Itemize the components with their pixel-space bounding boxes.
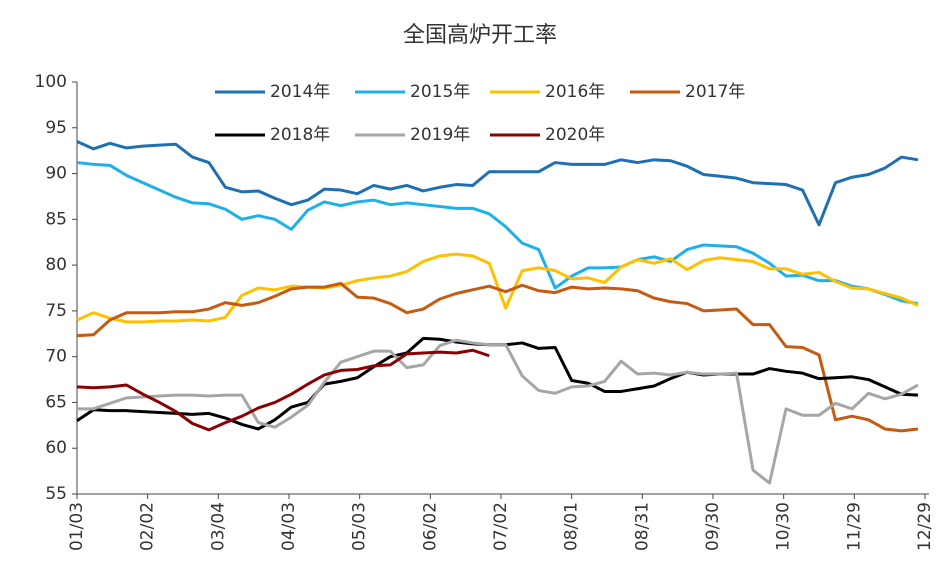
y-tick-label: 65 [45, 392, 67, 412]
legend-label: 2015年 [410, 82, 470, 102]
x-tick-label: 12/29 [915, 502, 935, 551]
x-tick-label: 02/02 [138, 502, 158, 551]
series-line [76, 281, 919, 433]
y-tick-label: 75 [45, 301, 67, 321]
x-tick-label: 04/03 [279, 502, 299, 551]
x-tick-label: 01/03 [67, 502, 87, 551]
x-tick-label: 08/01 [562, 502, 582, 551]
series-line [77, 338, 919, 485]
y-tick-label: 70 [45, 347, 67, 367]
y-tick-label: 100 [35, 72, 67, 92]
x-tick-label: 10/30 [774, 502, 794, 551]
legend-label: 2014年 [270, 82, 330, 102]
legend-label: 2020年 [545, 125, 605, 145]
series-line [76, 252, 919, 324]
x-tick-label: 11/29 [844, 502, 864, 551]
series-line [76, 348, 490, 432]
y-tick-label: 60 [45, 438, 67, 458]
legend-label: 2018年 [270, 125, 330, 145]
x-tick-label: 09/30 [703, 502, 723, 551]
x-tick-label: 06/02 [420, 502, 440, 551]
legend-label: 2017年 [685, 82, 745, 102]
x-tick-label: 05/03 [350, 502, 370, 551]
series-line [76, 140, 919, 227]
x-tick-label: 08/31 [632, 502, 652, 551]
x-tick-label: 03/04 [208, 502, 228, 551]
y-tick-label: 85 [45, 209, 67, 229]
legend-label: 2016年 [545, 82, 605, 102]
legend-label: 2019年 [410, 125, 470, 145]
chart-title: 全国高炉开工率 [403, 23, 557, 48]
y-tick-label: 55 [45, 484, 67, 504]
series-line [76, 336, 919, 431]
y-tick-label: 80 [45, 255, 67, 275]
y-tick-label: 95 [45, 118, 67, 138]
y-tick-label: 90 [45, 164, 67, 184]
x-tick-label: 07/02 [491, 502, 511, 551]
